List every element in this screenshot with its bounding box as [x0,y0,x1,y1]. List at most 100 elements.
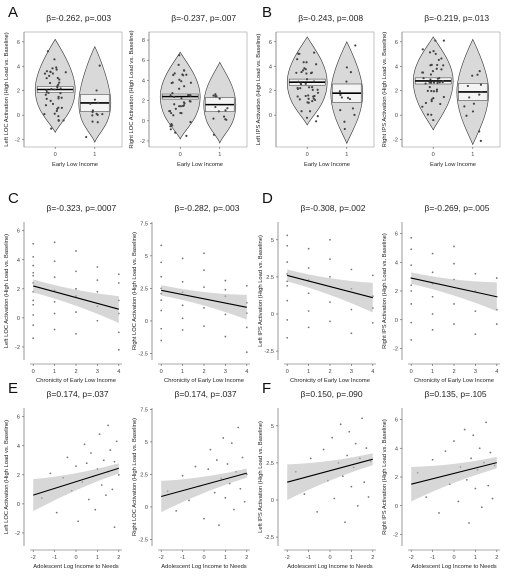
data-point [160,275,163,278]
data-point [410,264,413,267]
x-tick-label: 2 [495,555,498,561]
data-point [60,96,63,99]
data-point [442,95,445,99]
data-point [354,44,357,47]
x-tick-label: 2 [328,369,331,375]
data-point [286,234,289,237]
plot-frame [23,31,123,148]
y-tick-label: 2 [17,89,20,95]
x-axis-title: Adolescent Log Income to Needs [33,564,118,570]
data-point [178,54,181,57]
confidence-band [411,272,497,312]
data-point [474,487,477,490]
data-point [32,255,35,258]
data-point [173,72,176,75]
data-point [472,102,476,105]
data-point [49,472,52,475]
x-tick-label: 1 [181,369,184,375]
data-point [329,301,331,304]
data-point [91,110,94,114]
data-point [55,66,58,69]
y-tick-label: 0 [269,113,272,119]
stat-label: β=-0.308, p=.002 [301,203,366,213]
x-tick-label: 2 [202,369,205,375]
data-point [66,456,69,459]
data-point [431,328,434,331]
data-point [431,271,434,274]
data-point [431,70,435,73]
x-axis-title: Early Low Income [177,162,223,168]
y-tick-label: 4 [17,64,20,70]
data-point [109,449,112,452]
x-tick-label: 1 [431,369,434,375]
data-point [424,82,427,85]
data-point [410,284,413,287]
data-point [474,333,477,336]
data-point [354,442,357,445]
data-point [32,314,35,316]
chart-f2: β=0.135, p=.105 -2 0 2 4 6 Right IPS Activatio… [382,389,500,570]
data-point [180,97,183,100]
y-tick-label: 4 [395,64,398,70]
data-point [214,93,217,96]
data-point [307,267,310,269]
fit-line [33,285,119,310]
data-point [160,327,163,330]
data-point [91,120,94,123]
stat-label: β=-0.219, p=.013 [424,13,489,23]
data-point [49,99,52,103]
x-axis-title: Early Low Income [52,162,98,168]
y-tick-label: 5 [271,238,274,244]
data-point [117,348,120,351]
y-tick-label: -2.5 [264,349,274,355]
data-point [299,83,303,86]
x-tick-label: 0 [328,555,331,561]
data-point [51,67,54,70]
y-axis-title: Left IPS Activation (High Load vs. Basel… [258,235,264,347]
x-axis-title: Early Low Income [304,162,350,168]
data-point [32,303,35,306]
data-point [453,262,455,265]
data-point [160,299,163,302]
y-tick-label: 6 [269,40,272,46]
data-point [440,57,443,60]
x-axis-title: Early Low Income [430,162,476,168]
data-point [169,94,172,97]
x-tick-label: 1 [350,555,353,561]
data-point [45,77,48,80]
data-point [329,238,331,241]
data-point [58,78,61,81]
data-point [365,447,368,449]
stat-label: β=0.174, p=.037 [175,389,237,399]
data-point [96,266,99,268]
data-point [410,290,413,292]
data-point [438,512,440,514]
data-point [245,326,248,329]
data-point [117,473,120,476]
data-point [312,80,316,83]
y-tick-label: -2.5 [264,535,274,541]
data-point [307,86,311,89]
y-tick-label: -2.5 [138,351,148,357]
data-point [160,339,163,342]
y-tick-label: 4 [17,258,20,264]
data-point [209,448,212,451]
data-point [94,508,97,511]
data-point [431,295,434,298]
y-tick-label: 2.5 [266,461,274,467]
data-point [286,299,289,302]
data-point [222,437,225,439]
data-point [435,90,438,93]
fit-line [411,462,497,485]
data-point [237,426,240,429]
data-point [322,448,325,451]
data-point [102,459,105,462]
y-tick-label: 2 [269,89,272,95]
data-point [410,321,413,324]
data-point [431,313,434,315]
data-point [453,440,455,442]
data-point [32,274,35,277]
data-point [429,73,433,76]
y-axis-title: Right IPS Activation (High Load vs. Base… [382,419,388,535]
data-point [313,94,316,98]
